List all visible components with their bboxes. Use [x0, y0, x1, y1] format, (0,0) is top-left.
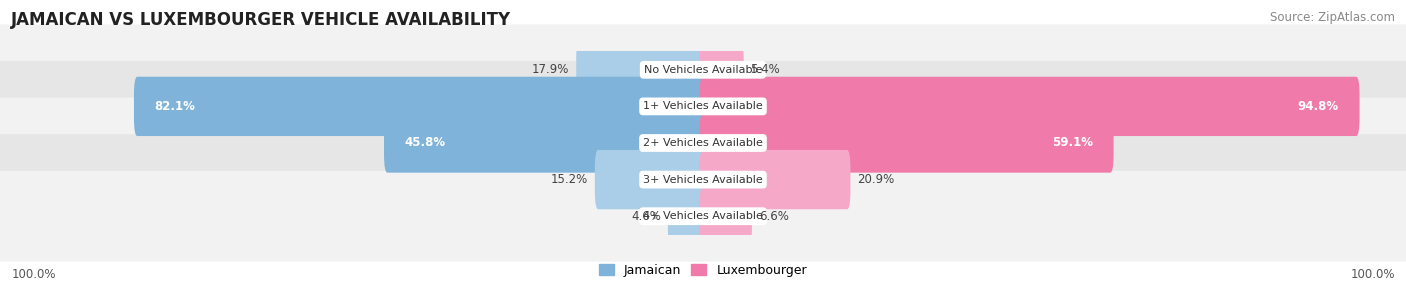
FancyBboxPatch shape	[700, 40, 744, 100]
FancyBboxPatch shape	[595, 150, 706, 209]
Text: 59.1%: 59.1%	[1052, 136, 1092, 150]
Text: 6.6%: 6.6%	[759, 210, 789, 223]
Text: 15.2%: 15.2%	[551, 173, 588, 186]
Text: 45.8%: 45.8%	[405, 136, 446, 150]
Text: 1+ Vehicles Available: 1+ Vehicles Available	[643, 102, 763, 111]
Text: 5.4%: 5.4%	[751, 63, 780, 76]
FancyBboxPatch shape	[0, 134, 1406, 225]
FancyBboxPatch shape	[0, 171, 1406, 262]
FancyBboxPatch shape	[384, 113, 706, 173]
Text: 20.9%: 20.9%	[858, 173, 894, 186]
FancyBboxPatch shape	[700, 113, 1114, 173]
FancyBboxPatch shape	[700, 77, 1360, 136]
Text: 82.1%: 82.1%	[155, 100, 195, 113]
FancyBboxPatch shape	[700, 186, 752, 246]
Text: Source: ZipAtlas.com: Source: ZipAtlas.com	[1270, 11, 1395, 24]
Text: 100.0%: 100.0%	[1350, 268, 1395, 281]
Legend: Jamaican, Luxembourger: Jamaican, Luxembourger	[599, 264, 807, 277]
FancyBboxPatch shape	[700, 150, 851, 209]
FancyBboxPatch shape	[134, 77, 706, 136]
Text: JAMAICAN VS LUXEMBOURGER VEHICLE AVAILABILITY: JAMAICAN VS LUXEMBOURGER VEHICLE AVAILAB…	[11, 11, 512, 29]
Text: 2+ Vehicles Available: 2+ Vehicles Available	[643, 138, 763, 148]
FancyBboxPatch shape	[0, 24, 1406, 115]
Text: No Vehicles Available: No Vehicles Available	[644, 65, 762, 75]
Text: 4+ Vehicles Available: 4+ Vehicles Available	[643, 211, 763, 221]
Text: 94.8%: 94.8%	[1298, 100, 1339, 113]
Text: 4.6%: 4.6%	[631, 210, 661, 223]
FancyBboxPatch shape	[0, 98, 1406, 188]
Text: 3+ Vehicles Available: 3+ Vehicles Available	[643, 175, 763, 184]
Text: 17.9%: 17.9%	[531, 63, 569, 76]
FancyBboxPatch shape	[668, 186, 706, 246]
FancyBboxPatch shape	[0, 61, 1406, 152]
FancyBboxPatch shape	[576, 40, 706, 100]
Text: 100.0%: 100.0%	[11, 268, 56, 281]
